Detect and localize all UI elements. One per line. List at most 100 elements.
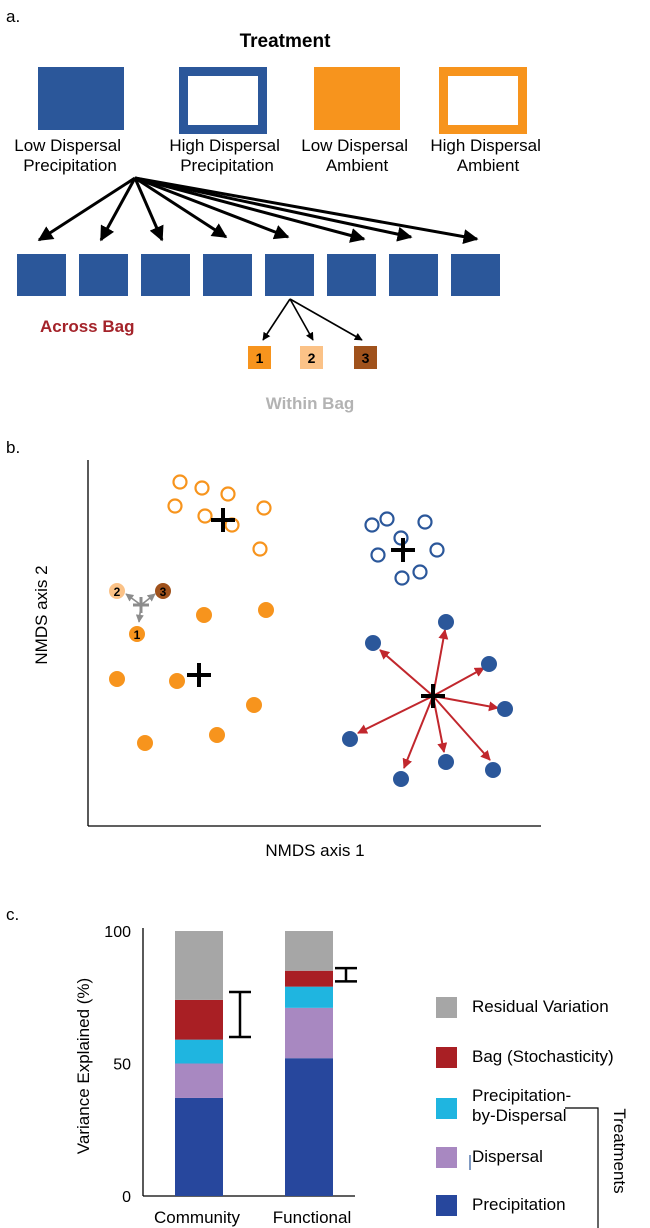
legend-label: Residual Variation [472,997,609,1016]
category-label: CommunityComposition [150,1208,245,1228]
legend-swatch [436,1098,457,1119]
cluster-low-dispersal-precipitation [342,614,513,787]
sample-point [393,771,409,787]
treatments-group-label: Treatments [610,1108,629,1193]
treatment-label-low-dispersal-precipitation: Low Dispersal Precipitation [14,136,126,175]
sample-point [172,474,188,490]
legend-label: Precipitation-by-Dispersal [472,1086,571,1125]
error-bar [229,990,251,1039]
centroid-cross [391,538,415,562]
legend-swatch [436,1147,457,1168]
sample-point [438,614,454,630]
panel-b: b. NMDS axis 1 NMDS axis 2 [6,438,541,860]
subsample-square-label: 2 [308,350,316,366]
chart-y-ticks: 0 50 100 [104,924,131,1206]
fanout-arrow [134,176,290,240]
y-tick-label: 100 [104,924,131,941]
within-bag-label: Within Bag [266,394,355,413]
treatment-box-high-dispersal-ambient [439,67,527,134]
subsample-square-label: 3 [362,350,370,366]
error-bar [335,966,357,983]
subsample-square-1 [248,346,271,369]
chart-category-labels: CommunityComposition Functionalmetrics [150,1208,351,1228]
bar-segment-residual-variation [285,931,333,971]
bag-square [327,254,376,296]
bag-square [203,254,252,296]
treatment-box-low-dispersal-ambient [314,67,400,130]
sample-point [342,731,358,747]
cluster-low-dispersal-ambient [109,602,274,751]
bag-square [17,254,66,296]
chart-y-axis-label: Variance Explained (%) [74,978,93,1154]
bar-segment-precipitation [175,1097,223,1196]
panel-a: a. Treatment Low Dispersal Precipitation… [6,7,545,413]
sample-point [394,570,410,586]
across-bag-label: Across Bag [40,317,134,336]
bar-segment-precipitation [285,1058,333,1196]
category-label: Functionalmetrics [273,1208,351,1228]
treatment-label-high-dispersal-precipitation: High Dispersal Precipitation [169,136,284,175]
sample-point [137,735,153,751]
bar-segment-bag-stochasticity- [175,999,223,1040]
sample-point [167,498,183,514]
sample-point [429,542,445,558]
fanout-arrows [37,176,479,245]
bar-segment-dispersal [285,1007,333,1059]
subsample-point-1 [129,626,145,642]
sample-point [412,564,428,580]
sample-point [252,541,268,557]
nmds-y-axis-label: NMDS axis 2 [32,565,51,664]
sample-point [109,671,125,687]
panel-b-label: b. [6,438,20,457]
sample-point [197,508,213,524]
sample-point [258,602,274,618]
legend-swatch [436,997,457,1018]
within-bag-inset: 2 3 1 [109,583,171,642]
sample-point [497,701,513,717]
sample-point [438,754,454,770]
sample-point [194,480,210,496]
chart-legend: Residual Variation Bag (Stochasticity) Pre… [436,997,614,1216]
cluster-high-dispersal-precipitation [364,511,445,586]
bag-square [79,254,128,296]
sample-point [220,486,236,502]
chart-bars [175,931,333,1196]
y-tick-label: 50 [113,1057,131,1074]
legend-label: Dispersal [472,1147,543,1166]
sample-point [370,547,386,563]
sample-point [364,517,380,533]
bag-row [17,254,500,296]
centroid-cross [211,508,235,532]
y-tick-label: 0 [122,1189,131,1206]
sample-point [417,514,433,530]
treatment-box-high-dispersal-precipitation [179,67,267,134]
fanout-arrow [133,177,164,242]
bar-segment-dispersal [175,1063,223,1098]
cluster-high-dispersal-ambient [167,474,272,557]
bar-segment-precipitation-by-dispersal [175,1039,223,1064]
panel-c: c. Variance Explained (%) 0 50 100 Communi… [6,905,629,1228]
bag-square [389,254,438,296]
fanout-arrow [134,176,228,239]
treatment-box-low-dispersal-precipitation [38,67,124,130]
centroid-cross [187,663,211,687]
sample-point [256,500,272,516]
sample-point [246,697,262,713]
subsample-point-3 [155,583,171,599]
bar-segment-residual-variation [175,931,223,1000]
bag-square [451,254,500,296]
sample-point [365,635,381,651]
subsample-point-2-label: 2 [114,585,121,599]
legend-label: Precipitation [472,1195,566,1214]
treatment-heading: Treatment [240,31,331,52]
fanout-arrow [134,176,413,242]
bar-segment-bag-stochasticity- [285,970,333,987]
fanout-arrow [134,176,479,245]
subsample-square-label: 1 [256,350,264,366]
subsample-point-3-label: 3 [160,585,167,599]
subsample-point-1-label: 1 [134,628,141,642]
treatment-label-high-dispersal-ambient: High Dispersal Ambient [430,136,545,175]
panel-c-label: c. [6,905,19,924]
fanout-arrow [37,176,136,242]
